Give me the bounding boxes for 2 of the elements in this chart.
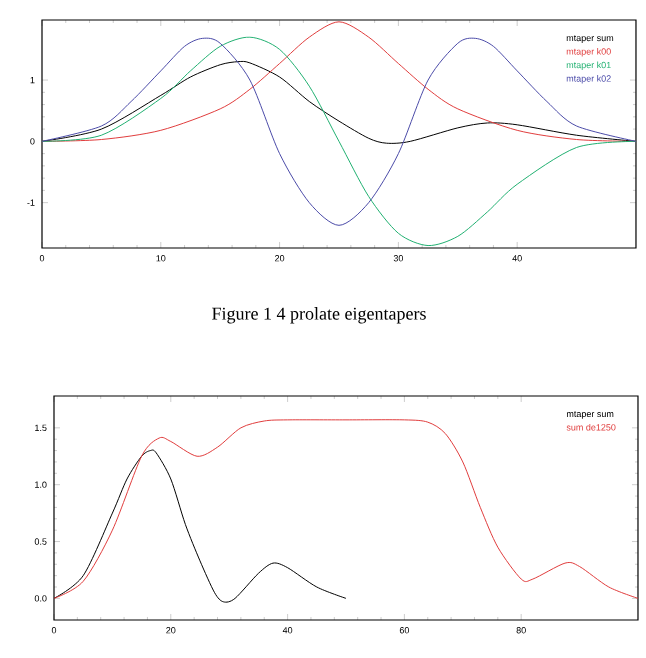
caption: Figure 1 4 prolate eigentapers [212,307,426,324]
line-series [54,419,638,599]
